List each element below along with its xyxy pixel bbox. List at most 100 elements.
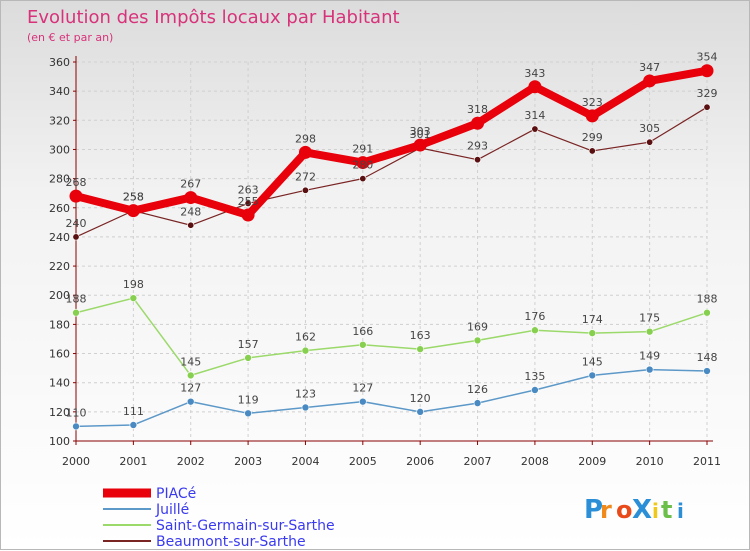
data-label: 145: [180, 355, 201, 368]
data-point: [416, 345, 424, 353]
series-layer: 268 258 267 255 298 291 303 318 343 323 347 354 110 1…: [66, 51, 718, 431]
y-tick-label: 320: [49, 114, 70, 127]
y-tick-label: 120: [49, 406, 70, 419]
data-label: 149: [639, 350, 660, 363]
data-label: 354: [697, 51, 718, 64]
data-point: [703, 308, 711, 317]
x-tick-label: 2001: [119, 455, 147, 468]
data-label: 267: [180, 178, 201, 191]
x-tick-label: 2000: [62, 455, 90, 468]
data-label: 148: [697, 351, 718, 364]
data-point: [359, 340, 367, 349]
y-tick-label: 260: [49, 202, 70, 215]
data-label: 188: [697, 293, 718, 306]
data-point: [474, 156, 482, 164]
y-tick-label: 360: [49, 56, 70, 69]
data-label: 240: [66, 217, 87, 230]
data-label: 301: [410, 128, 431, 141]
data-point: [244, 199, 252, 207]
chart-subtitle: (en € et par an): [27, 31, 113, 44]
data-point: [301, 403, 310, 412]
data-label: 127: [352, 382, 373, 395]
data-label: 280: [352, 159, 373, 172]
x-tick-label: 2005: [349, 455, 377, 468]
data-label: 303: [410, 125, 431, 138]
series-3: [72, 103, 711, 241]
y-tick-label: 300: [49, 143, 70, 156]
data-label: 176: [524, 310, 545, 323]
data-point: [241, 208, 255, 222]
y-tick-label: 200: [49, 289, 70, 302]
series-line: [75, 106, 708, 238]
data-label: 157: [238, 338, 259, 351]
data-point: [359, 175, 367, 183]
grid-layer: [75, 61, 708, 442]
data-point: [298, 145, 312, 159]
data-point: [643, 74, 657, 88]
y-tick-label: 240: [49, 231, 70, 244]
y-tick-label: 340: [49, 85, 70, 98]
x-tick-label: 2003: [234, 455, 262, 468]
data-label: 343: [524, 67, 545, 80]
logo-letter: t: [661, 496, 672, 524]
data-label: 126: [467, 383, 488, 396]
series-line: [72, 66, 711, 220]
data-point: [703, 103, 711, 111]
series-line: [75, 368, 708, 428]
x-tick-label: 2010: [636, 455, 664, 468]
series-line: [75, 297, 708, 377]
data-point: [356, 156, 370, 170]
data-label: 268: [66, 176, 87, 189]
y-tick-label: 140: [49, 377, 70, 390]
data-label: 318: [467, 103, 488, 116]
y-tick-label: 280: [49, 173, 70, 186]
data-label: 163: [410, 329, 431, 342]
y-tick-label: 100: [49, 435, 70, 448]
data-point: [244, 354, 252, 362]
x-tick-label: 2004: [291, 455, 319, 468]
data-point: [359, 397, 367, 406]
data-label: 166: [352, 325, 373, 338]
legend-label: Saint-Germain-sur-Sarthe: [156, 518, 335, 534]
data-label: 347: [639, 61, 660, 74]
data-point: [301, 186, 309, 194]
data-label: 169: [467, 320, 488, 333]
data-point: [184, 191, 198, 205]
data-label: 263: [238, 183, 259, 196]
data-label: 162: [295, 331, 316, 344]
chart-title: Evolution des Impôts locaux par Habitant: [27, 7, 400, 28]
data-point: [72, 422, 80, 431]
data-point: [703, 367, 711, 375]
data-label: 119: [238, 393, 259, 406]
data-point: [645, 327, 654, 336]
data-label: 305: [639, 122, 660, 135]
data-label: 123: [295, 387, 316, 400]
data-label: 255: [238, 195, 259, 208]
data-point: [187, 221, 195, 229]
data-point: [646, 138, 654, 146]
legend-label: Juillé: [155, 502, 189, 518]
legend: PIACéJuilléSaint-Germain-sur-SartheBeaum…: [103, 486, 335, 550]
data-point: [531, 125, 539, 133]
data-label: 174: [582, 313, 603, 326]
data-point: [72, 233, 80, 241]
data-label: 293: [467, 140, 488, 153]
logo-letter: P: [584, 495, 603, 525]
data-label: 291: [352, 143, 373, 156]
data-point: [186, 371, 195, 380]
data-point: [588, 329, 597, 337]
data-label: 111: [123, 405, 144, 418]
data-point: [585, 109, 599, 123]
data-point: [126, 204, 140, 218]
data-point: [700, 64, 714, 78]
data-point: [528, 80, 542, 94]
data-label: 258: [123, 191, 144, 204]
data-point: [531, 326, 539, 335]
data-label: 314: [524, 109, 545, 122]
data-point: [301, 346, 310, 355]
data-point: [416, 408, 424, 416]
data-label: 323: [582, 96, 603, 109]
y-tick-label: 220: [49, 260, 70, 273]
x-tick-label: 2008: [521, 455, 549, 468]
